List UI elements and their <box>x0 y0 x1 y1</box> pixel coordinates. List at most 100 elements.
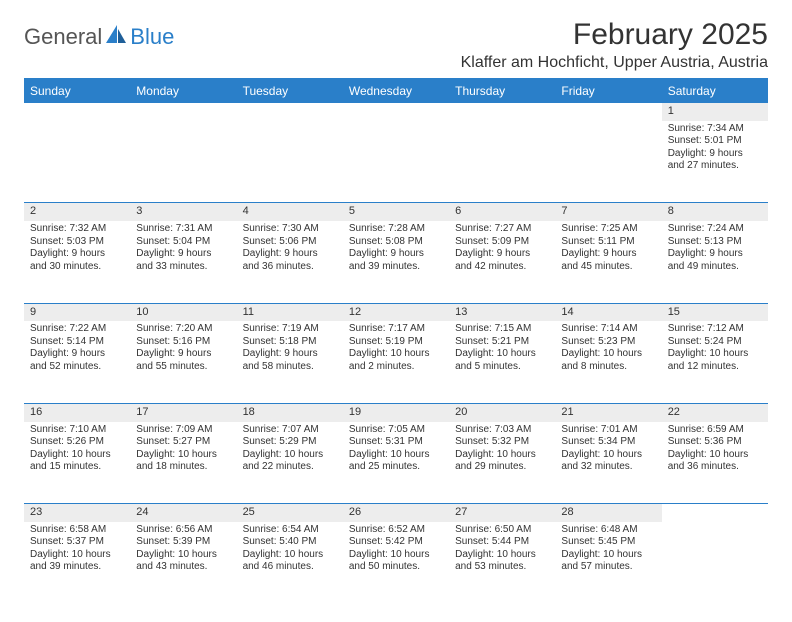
day-content-cell <box>449 121 555 203</box>
day-content-cell: Sunrise: 6:58 AMSunset: 5:37 PMDaylight:… <box>24 522 130 604</box>
sunrise-text: Sunrise: 7:31 AM <box>136 223 230 236</box>
sunset-text: Sunset: 5:09 PM <box>455 236 549 249</box>
sunrise-text: Sunrise: 7:07 AM <box>243 424 337 437</box>
day-content-cell: Sunrise: 7:32 AMSunset: 5:03 PMDaylight:… <box>24 221 130 303</box>
day-content-cell: Sunrise: 7:09 AMSunset: 5:27 PMDaylight:… <box>130 422 236 504</box>
day-content-row: Sunrise: 7:32 AMSunset: 5:03 PMDaylight:… <box>24 221 768 303</box>
day-content-cell: Sunrise: 7:17 AMSunset: 5:19 PMDaylight:… <box>343 321 449 403</box>
sunset-text: Sunset: 5:14 PM <box>30 336 124 349</box>
sunset-text: Sunset: 5:31 PM <box>349 436 443 449</box>
day-number-row: 9101112131415 <box>24 303 768 321</box>
day-content-cell <box>343 121 449 203</box>
day-content-cell: Sunrise: 7:27 AMSunset: 5:09 PMDaylight:… <box>449 221 555 303</box>
day-number-cell <box>343 103 449 121</box>
sunset-text: Sunset: 5:19 PM <box>349 336 443 349</box>
day-number-row: 16171819202122 <box>24 403 768 421</box>
daylight-text: Daylight: 10 hours and 32 minutes. <box>561 449 655 474</box>
day-content-row: Sunrise: 7:10 AMSunset: 5:26 PMDaylight:… <box>24 422 768 504</box>
day-content-cell: Sunrise: 7:22 AMSunset: 5:14 PMDaylight:… <box>24 321 130 403</box>
day-number-cell: 14 <box>555 303 661 321</box>
weekday-header: Sunday <box>24 80 130 103</box>
sunset-text: Sunset: 5:16 PM <box>136 336 230 349</box>
daylight-text: Daylight: 9 hours and 33 minutes. <box>136 248 230 273</box>
day-number-cell: 12 <box>343 303 449 321</box>
day-number-cell <box>449 103 555 121</box>
day-number-cell: 24 <box>130 504 236 522</box>
daylight-text: Daylight: 10 hours and 15 minutes. <box>30 449 124 474</box>
sunrise-text: Sunrise: 7:20 AM <box>136 323 230 336</box>
daylight-text: Daylight: 10 hours and 57 minutes. <box>561 549 655 574</box>
location-subtitle: Klaffer am Hochficht, Upper Austria, Aus… <box>461 54 768 72</box>
day-number-cell: 19 <box>343 403 449 421</box>
daylight-text: Daylight: 9 hours and 55 minutes. <box>136 348 230 373</box>
day-content-cell: Sunrise: 7:31 AMSunset: 5:04 PMDaylight:… <box>130 221 236 303</box>
daylight-text: Daylight: 9 hours and 27 minutes. <box>668 148 762 173</box>
weekday-header: Saturday <box>662 80 768 103</box>
calendar-table: Sunday Monday Tuesday Wednesday Thursday… <box>24 80 768 604</box>
sunset-text: Sunset: 5:03 PM <box>30 236 124 249</box>
day-number-cell: 9 <box>24 303 130 321</box>
day-number-cell: 20 <box>449 403 555 421</box>
day-number-cell: 25 <box>237 504 343 522</box>
weekday-header: Wednesday <box>343 80 449 103</box>
sunset-text: Sunset: 5:32 PM <box>455 436 549 449</box>
day-number-cell: 3 <box>130 203 236 221</box>
day-number-cell: 15 <box>662 303 768 321</box>
day-number-cell: 13 <box>449 303 555 321</box>
day-number-cell: 10 <box>130 303 236 321</box>
day-number-cell: 27 <box>449 504 555 522</box>
day-number-cell <box>237 103 343 121</box>
sunset-text: Sunset: 5:24 PM <box>668 336 762 349</box>
sunrise-text: Sunrise: 6:52 AM <box>349 524 443 537</box>
day-content-cell: Sunrise: 6:59 AMSunset: 5:36 PMDaylight:… <box>662 422 768 504</box>
month-title: February 2025 <box>461 18 768 52</box>
day-number-cell: 8 <box>662 203 768 221</box>
daylight-text: Daylight: 10 hours and 46 minutes. <box>243 549 337 574</box>
sunrise-text: Sunrise: 7:17 AM <box>349 323 443 336</box>
weekday-header: Tuesday <box>237 80 343 103</box>
sunset-text: Sunset: 5:21 PM <box>455 336 549 349</box>
calendar-body: 1Sunrise: 7:34 AMSunset: 5:01 PMDaylight… <box>24 103 768 604</box>
sunset-text: Sunset: 5:36 PM <box>668 436 762 449</box>
day-number-row: 232425262728 <box>24 504 768 522</box>
day-number-cell: 2 <box>24 203 130 221</box>
day-number-cell: 4 <box>237 203 343 221</box>
day-content-cell: Sunrise: 6:52 AMSunset: 5:42 PMDaylight:… <box>343 522 449 604</box>
day-content-cell: Sunrise: 6:54 AMSunset: 5:40 PMDaylight:… <box>237 522 343 604</box>
sunset-text: Sunset: 5:37 PM <box>30 536 124 549</box>
day-content-row: Sunrise: 7:22 AMSunset: 5:14 PMDaylight:… <box>24 321 768 403</box>
daylight-text: Daylight: 9 hours and 36 minutes. <box>243 248 337 273</box>
sunrise-text: Sunrise: 7:27 AM <box>455 223 549 236</box>
sunrise-text: Sunrise: 6:56 AM <box>136 524 230 537</box>
day-number-cell: 22 <box>662 403 768 421</box>
day-number-cell: 7 <box>555 203 661 221</box>
logo: General Blue <box>24 24 174 50</box>
sunrise-text: Sunrise: 6:54 AM <box>243 524 337 537</box>
day-content-cell: Sunrise: 6:50 AMSunset: 5:44 PMDaylight:… <box>449 522 555 604</box>
day-content-cell: Sunrise: 7:25 AMSunset: 5:11 PMDaylight:… <box>555 221 661 303</box>
day-content-cell: Sunrise: 7:10 AMSunset: 5:26 PMDaylight:… <box>24 422 130 504</box>
sunset-text: Sunset: 5:44 PM <box>455 536 549 549</box>
sunrise-text: Sunrise: 7:25 AM <box>561 223 655 236</box>
sunrise-text: Sunrise: 7:34 AM <box>668 123 762 136</box>
day-number-cell: 21 <box>555 403 661 421</box>
day-content-cell <box>662 522 768 604</box>
sunset-text: Sunset: 5:11 PM <box>561 236 655 249</box>
day-number-cell <box>555 103 661 121</box>
sunset-text: Sunset: 5:13 PM <box>668 236 762 249</box>
sunset-text: Sunset: 5:39 PM <box>136 536 230 549</box>
day-number-cell: 11 <box>237 303 343 321</box>
day-content-cell: Sunrise: 7:30 AMSunset: 5:06 PMDaylight:… <box>237 221 343 303</box>
day-number-cell: 26 <box>343 504 449 522</box>
day-content-cell: Sunrise: 6:48 AMSunset: 5:45 PMDaylight:… <box>555 522 661 604</box>
day-number-cell <box>24 103 130 121</box>
sunrise-text: Sunrise: 6:58 AM <box>30 524 124 537</box>
sunrise-text: Sunrise: 6:48 AM <box>561 524 655 537</box>
sunrise-text: Sunrise: 7:01 AM <box>561 424 655 437</box>
sunset-text: Sunset: 5:01 PM <box>668 135 762 148</box>
day-number-cell <box>662 504 768 522</box>
sunrise-text: Sunrise: 7:12 AM <box>668 323 762 336</box>
weekday-header: Thursday <box>449 80 555 103</box>
daylight-text: Daylight: 9 hours and 49 minutes. <box>668 248 762 273</box>
day-content-cell: Sunrise: 7:34 AMSunset: 5:01 PMDaylight:… <box>662 121 768 203</box>
